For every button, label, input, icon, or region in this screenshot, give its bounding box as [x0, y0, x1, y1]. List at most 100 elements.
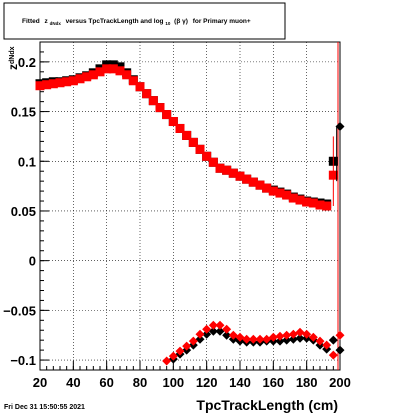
- data-point-diamond: [282, 335, 292, 345]
- data-point-diamond: [242, 334, 252, 344]
- data-point-square: [202, 151, 212, 161]
- data-markers: [35, 60, 345, 366]
- data-point-diamond: [302, 329, 312, 339]
- data-point-square: [195, 144, 205, 154]
- x-tick-labels: 20 40 60 80 100 120 140 160 180 200: [33, 375, 351, 390]
- data-point-square: [255, 180, 265, 190]
- data-point-square: [35, 81, 45, 91]
- data-point-square: [82, 72, 92, 82]
- axis-ticks: [39, 41, 341, 371]
- data-point-square: [108, 64, 118, 74]
- data-point-square: [295, 195, 305, 205]
- data-point-square: [62, 77, 72, 87]
- data-point-square: [128, 76, 138, 86]
- data-point-diamond: [262, 334, 272, 344]
- data-point-diamond: [335, 345, 345, 355]
- y-tick-label: −0.1: [10, 353, 36, 368]
- data-point-square: [228, 168, 238, 178]
- data-point-diamond: [315, 336, 325, 346]
- data-point-square: [168, 117, 178, 127]
- x-tick-label: 80: [133, 375, 147, 390]
- data-point-square: [308, 198, 318, 208]
- data-point-square: [302, 197, 312, 207]
- x-axis-label: TpcTrackLength (cm): [196, 397, 338, 413]
- grid-lines: [40, 42, 340, 370]
- data-point-diamond: [268, 332, 278, 342]
- y-tick-label: 0.15: [11, 105, 36, 120]
- x-tick-label: 180: [296, 375, 318, 390]
- y-tick-labels: −0.1 −0.05 0 0.05 0.1 0.15 0.2: [3, 55, 36, 368]
- data-point-square: [275, 188, 285, 198]
- data-point-square: [42, 80, 52, 90]
- data-point-diamond: [235, 332, 245, 342]
- data-point-square: [75, 74, 85, 84]
- x-tick-label: 40: [66, 375, 80, 390]
- data-point-diamond: [248, 334, 258, 344]
- y-tick-label: 0: [29, 254, 36, 269]
- data-point-diamond: [335, 330, 345, 340]
- x-tick-label: 100: [162, 375, 184, 390]
- data-point-square: [182, 130, 192, 140]
- plot-frame: [39, 41, 341, 371]
- data-point-diamond: [208, 326, 218, 336]
- data-point-square: [222, 165, 232, 175]
- data-point-diamond: [255, 334, 265, 344]
- chart-title: Fitted z dNdx versus TpcTrackLength and …: [22, 18, 251, 27]
- y-tick-label: −0.05: [3, 303, 36, 318]
- data-point-diamond: [188, 336, 198, 346]
- data-point-square: [262, 183, 272, 193]
- y-tick-label: 0.05: [11, 204, 36, 219]
- data-point-square: [208, 157, 218, 167]
- data-point-diamond: [328, 335, 338, 345]
- data-point-square: [135, 82, 145, 92]
- data-point-diamond: [202, 324, 212, 334]
- timestamp: Fri Dec 31 15:50:55 2021: [4, 404, 85, 411]
- data-point-square: [95, 67, 105, 77]
- data-point-square: [115, 66, 125, 76]
- data-point-diamond: [215, 326, 225, 336]
- x-tick-label: 140: [229, 375, 251, 390]
- data-point-square: [68, 76, 78, 86]
- data-point-square: [288, 193, 298, 203]
- data-point-square: [102, 64, 112, 74]
- data-point-diamond: [275, 331, 285, 341]
- data-point-diamond: [195, 334, 205, 344]
- data-point-square: [248, 177, 258, 187]
- x-tick-label: 160: [262, 375, 284, 390]
- data-point-diamond: [295, 333, 305, 343]
- x-tick-label: 20: [33, 375, 47, 390]
- data-point-diamond: [288, 334, 298, 344]
- data-point-diamond: [228, 330, 238, 340]
- data-point-square: [215, 163, 225, 173]
- data-point-diamond: [202, 329, 212, 339]
- data-point-square: [88, 70, 98, 80]
- x-tick-label: 120: [196, 375, 218, 390]
- data-point-square: [175, 123, 185, 133]
- data-point-diamond: [328, 350, 338, 360]
- data-point-square: [242, 174, 252, 184]
- y-tick-label: 0.1: [18, 154, 36, 169]
- data-point-diamond: [168, 351, 178, 361]
- data-point-square: [55, 78, 65, 88]
- data-point-square: [282, 190, 292, 200]
- data-point-diamond: [162, 356, 172, 366]
- data-point-square: [142, 89, 152, 99]
- data-point-square: [315, 200, 325, 210]
- data-point-square: [122, 70, 132, 80]
- data-point-diamond: [308, 332, 318, 342]
- y-axis-label: zdNdx: [6, 46, 20, 70]
- data-point-diamond: [222, 330, 232, 340]
- data-point-square: [48, 79, 58, 89]
- data-point-diamond: [322, 340, 332, 350]
- data-point-square: [322, 201, 332, 211]
- data-point-diamond: [275, 336, 285, 346]
- data-point-square: [188, 137, 198, 147]
- data-point-diamond: [195, 329, 205, 339]
- data-point-diamond: [295, 327, 305, 337]
- data-point-diamond: [182, 341, 192, 351]
- data-point-diamond: [175, 346, 185, 356]
- data-point-square: [162, 110, 172, 120]
- x-tick-label: 200: [329, 375, 351, 390]
- title-box: [3, 2, 286, 40]
